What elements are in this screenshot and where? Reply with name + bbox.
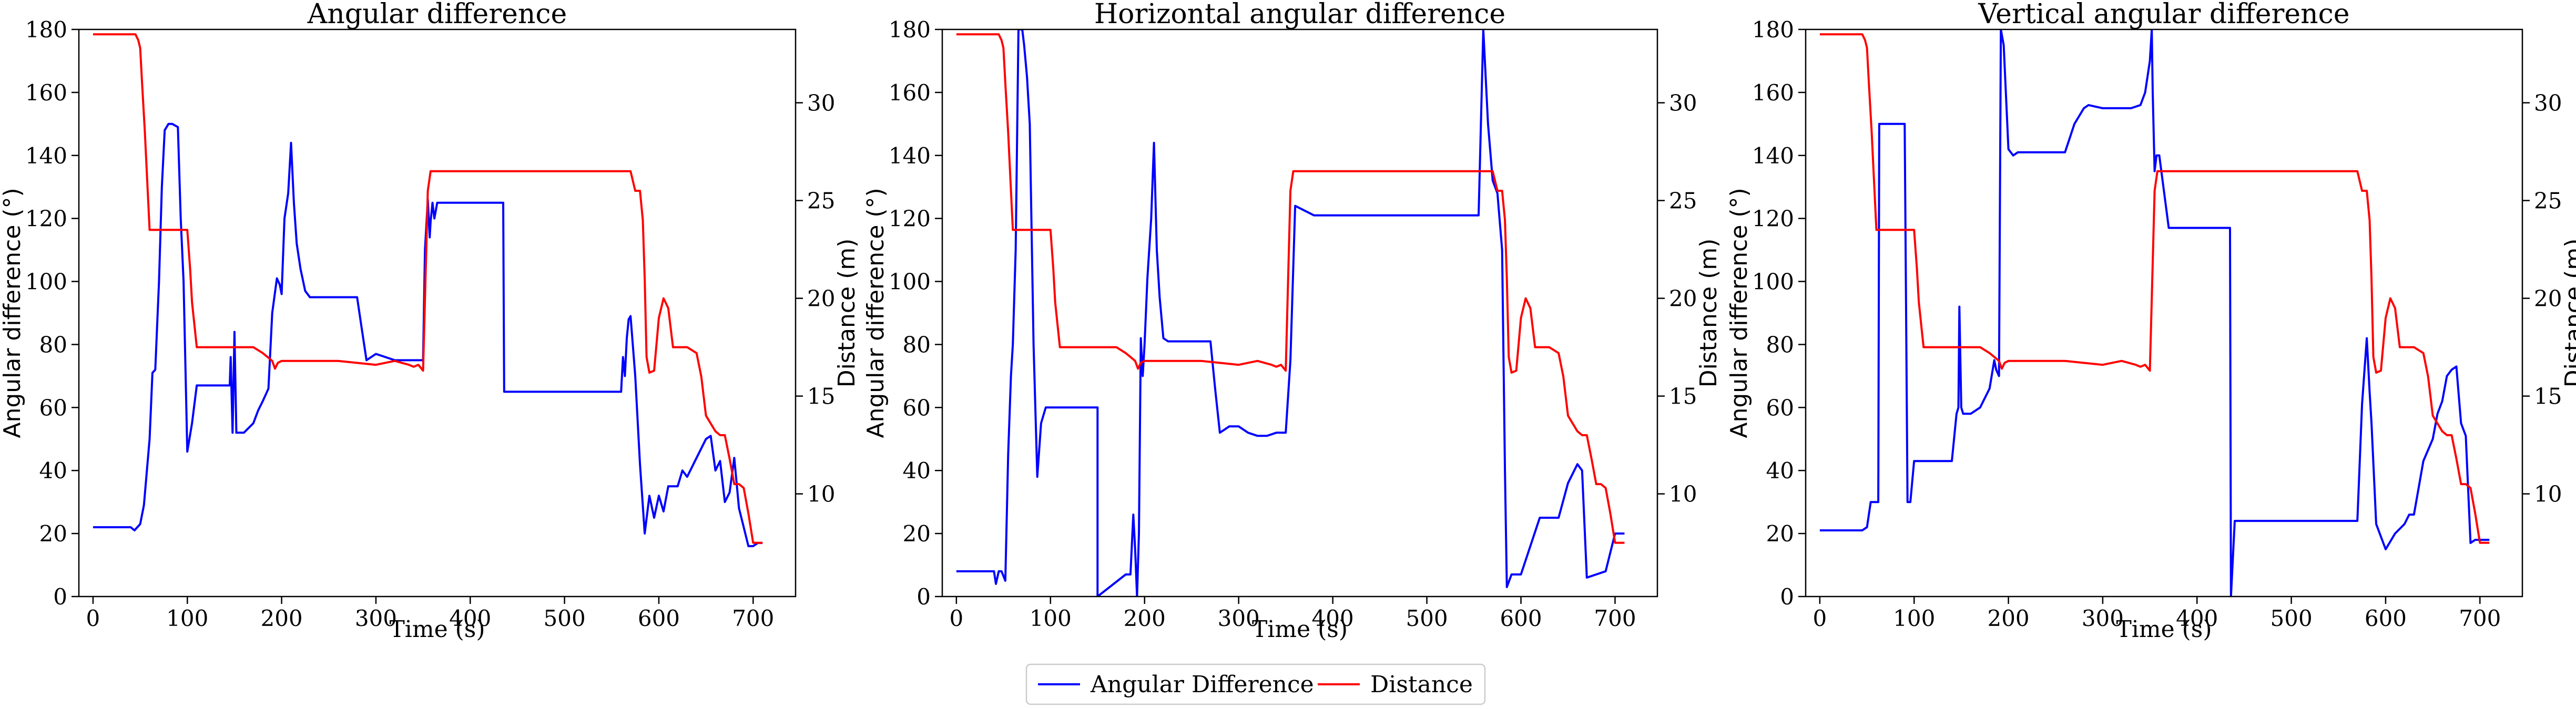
x-tick-label: 700 — [732, 605, 774, 631]
y-tick-label: 140 — [1752, 143, 1794, 169]
y-tick-label: 180 — [889, 17, 931, 43]
x-tick-label: 100 — [1893, 605, 1935, 631]
y-axis-label: Angular difference (°) — [862, 188, 889, 438]
y-tick-label: 60 — [903, 395, 931, 420]
legend: Angular Difference Distance — [1025, 663, 1486, 705]
y2-tick-label: 25 — [1669, 188, 1697, 214]
y-tick-label: 20 — [1766, 521, 1794, 547]
y-tick-label: 40 — [1766, 458, 1794, 484]
y2-tick-label: 30 — [2534, 90, 2562, 116]
x-tick-label: 300 — [2082, 605, 2124, 631]
x-tick-label: 600 — [638, 605, 680, 631]
chart-panel-1: 0 100 200 300 400 500 600 700 0 20 40 60 80 100 120 140… — [0, 0, 860, 643]
y2-tick-label: 25 — [2534, 188, 2562, 214]
legend-label-distance: Distance — [1370, 671, 1473, 698]
y2-tick-label: 10 — [807, 481, 835, 507]
x-tick-label: 0 — [949, 605, 963, 631]
y-tick-label: 160 — [25, 80, 67, 106]
y2-axis-label: Distance (m) — [833, 239, 860, 388]
y-tick-label: 80 — [1766, 332, 1794, 357]
y2-tick-label: 20 — [2534, 286, 2562, 312]
x-tick-label: 400 — [1312, 605, 1354, 631]
y-tick-label: 20 — [903, 521, 931, 547]
y-axis-label: Angular difference (°) — [1726, 188, 1753, 438]
chart-panel-2: 0 100 200 300 400 500 600 700 0 20 40 60 80 100 120 140… — [862, 0, 1722, 643]
plot-frame — [78, 28, 797, 598]
x-tick-label: 600 — [2365, 605, 2407, 631]
y-tick-label: 140 — [25, 143, 67, 169]
y2-tick-label: 15 — [807, 384, 835, 409]
x-tick-label: 200 — [1987, 605, 2029, 631]
angular-series-line — [956, 29, 1625, 597]
x-tick-label: 500 — [544, 605, 586, 631]
y-tick-label: 40 — [903, 458, 931, 484]
x-tick-label: 300 — [1218, 605, 1260, 631]
y-tick-label: 160 — [1752, 80, 1794, 106]
x-tick-label: 400 — [449, 605, 491, 631]
y-axis-label: Angular difference (°) — [0, 188, 26, 438]
x-axis-label: Time (s) — [2116, 616, 2212, 643]
y-tick-label: 180 — [25, 17, 67, 43]
y2-tick-label: 10 — [2534, 481, 2562, 507]
y2-tick-label: 10 — [1669, 481, 1697, 507]
y-tick-label: 100 — [25, 269, 67, 295]
y2-axis-label: Distance (m) — [1695, 239, 1722, 388]
y-tick-label: 60 — [1766, 395, 1794, 420]
y2-tick-label: 15 — [2534, 384, 2562, 409]
plot-frame — [941, 28, 1658, 598]
x-tick-label: 100 — [1030, 605, 1072, 631]
x-tick-label: 400 — [2176, 605, 2218, 631]
legend-box — [1025, 663, 1486, 705]
y-tick-label: 0 — [917, 584, 931, 610]
y2-tick-label: 20 — [1669, 286, 1697, 312]
x-axis-label: Time (s) — [389, 616, 485, 643]
y2-tick-label: 20 — [807, 286, 835, 312]
y-tick-label: 160 — [889, 80, 931, 106]
x-tick-label: 600 — [1500, 605, 1542, 631]
chart-title: Angular difference — [307, 0, 567, 30]
x-tick-label: 300 — [355, 605, 397, 631]
legend-label-angular: Angular Difference — [1090, 671, 1314, 698]
y-tick-label: 0 — [1780, 584, 1794, 610]
x-tick-label: 100 — [166, 605, 208, 631]
y-tick-label: 0 — [53, 584, 67, 610]
y2-tick-label: 25 — [807, 188, 835, 214]
angular-series-line — [1819, 29, 2490, 597]
x-axis-label: Time (s) — [1252, 616, 1348, 643]
distance-series-line — [93, 33, 763, 544]
y-tick-label: 120 — [25, 206, 67, 232]
distance-series-line — [1819, 33, 2490, 544]
y-tick-label: 120 — [1752, 206, 1794, 232]
x-tick-label: 200 — [260, 605, 302, 631]
plot-frame — [1805, 28, 2523, 598]
x-tick-label: 0 — [1813, 605, 1827, 631]
x-tick-label: 700 — [1594, 605, 1636, 631]
y-tick-label: 80 — [39, 332, 67, 357]
y2-tick-label: 15 — [1669, 384, 1697, 409]
chart-title: Vertical angular difference — [1978, 0, 2349, 30]
y-tick-label: 80 — [903, 332, 931, 357]
y-tick-label: 100 — [1752, 269, 1794, 295]
x-tick-label: 500 — [1406, 605, 1448, 631]
y-tick-label: 60 — [39, 395, 67, 420]
y-tick-label: 120 — [889, 206, 931, 232]
y-tick-label: 40 — [39, 458, 67, 484]
x-tick-label: 200 — [1124, 605, 1166, 631]
y-tick-label: 180 — [1752, 17, 1794, 43]
distance-series-line — [956, 33, 1625, 544]
y-tick-label: 100 — [889, 269, 931, 295]
x-tick-label: 500 — [2270, 605, 2313, 631]
y-tick-label: 140 — [889, 143, 931, 169]
y-tick-label: 20 — [39, 521, 67, 547]
x-tick-label: 0 — [86, 605, 100, 631]
x-tick-label: 700 — [2459, 605, 2501, 631]
chart-title: Horizontal angular difference — [1094, 0, 1505, 30]
y2-axis-label: Distance (m) — [2560, 239, 2576, 388]
y2-tick-label: 30 — [807, 90, 835, 116]
chart-panel-3: 0 100 200 300 400 500 600 700 0 20 40 60 80 100 120 140… — [1726, 0, 2576, 643]
y2-tick-label: 30 — [1669, 90, 1697, 116]
